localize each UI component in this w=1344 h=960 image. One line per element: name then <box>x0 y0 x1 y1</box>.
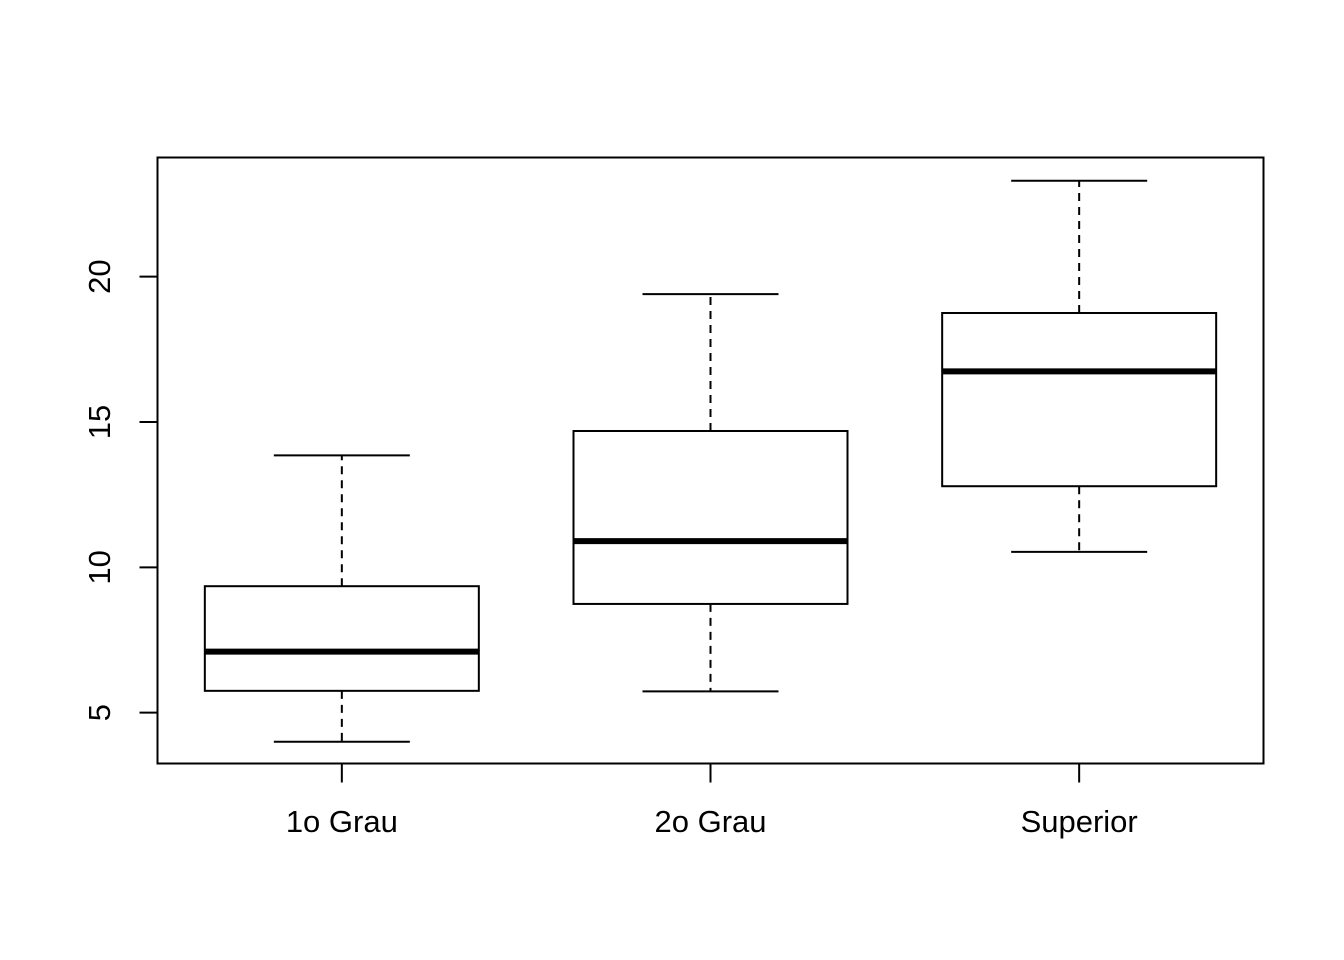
x-tick-label: 2o Grau <box>654 804 766 839</box>
x-tick-label: 1o Grau <box>286 804 398 839</box>
box-group <box>203 454 480 743</box>
y-tick-label: 15 <box>82 405 117 439</box>
y-axis: 5 10 15 20 <box>82 259 158 721</box>
x-tick-label: Superior <box>1021 804 1138 839</box>
box-group <box>941 179 1218 553</box>
y-tick-label: 20 <box>82 259 117 293</box>
y-tick-label: 10 <box>82 550 117 584</box>
y-tick-label: 5 <box>82 704 117 721</box>
boxes-layer <box>203 179 1218 743</box>
box-iqr <box>941 311 1218 488</box>
box-group <box>572 293 849 693</box>
box-iqr <box>572 429 849 605</box>
box-iqr <box>203 585 480 692</box>
x-axis: 1o Grau 2o Grau Superior <box>286 763 1138 839</box>
